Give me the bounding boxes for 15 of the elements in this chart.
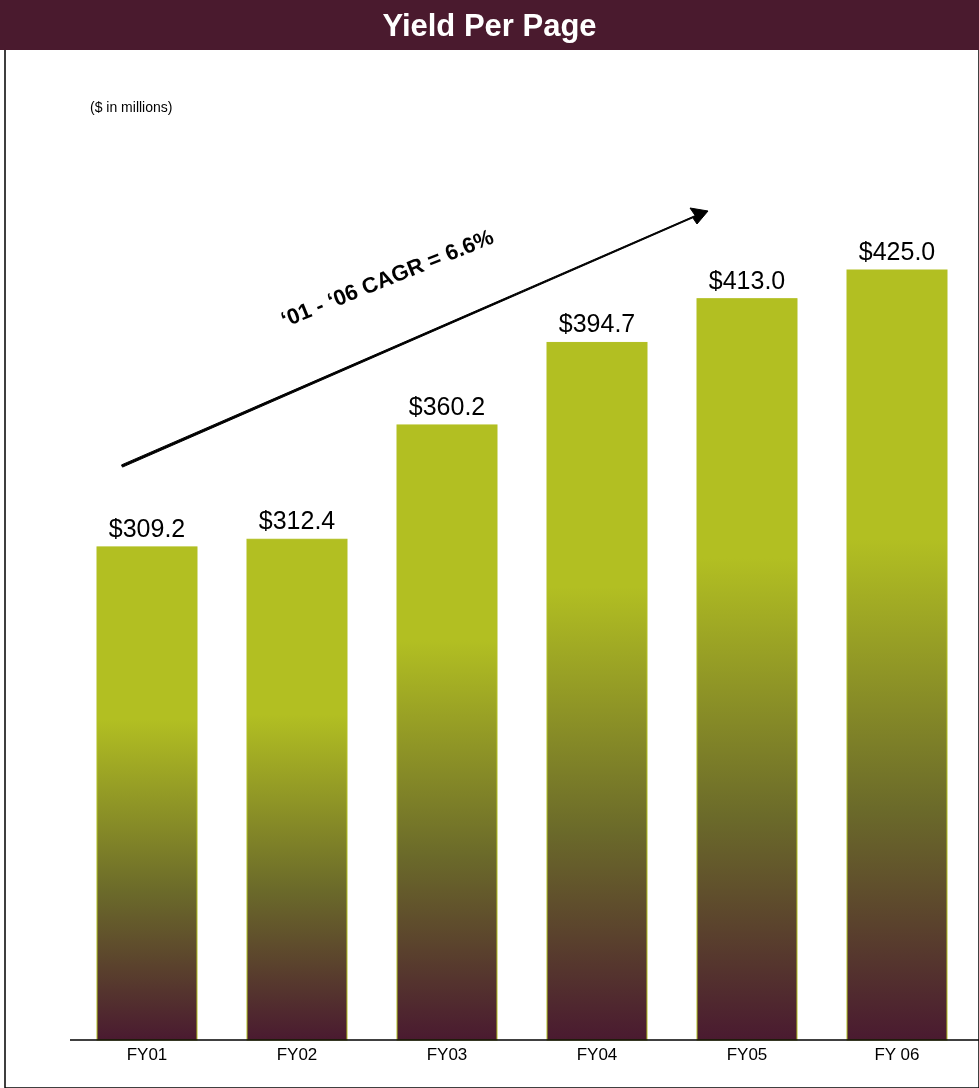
annotation: ‘01 - ‘06 CAGR = 6.6% (277, 223, 498, 333)
data-label: $312.4 (258, 506, 336, 535)
x-tick-label: FY02 (276, 1045, 318, 1064)
data-label: $413.0 (708, 265, 786, 294)
x-tick-label: FY04 (576, 1045, 618, 1064)
data-label: $309.2 (108, 513, 186, 542)
x-tick-label: FY01 (126, 1045, 168, 1064)
x-tick-label: FY 06 (874, 1045, 920, 1064)
data-label: $360.2 (408, 391, 486, 420)
chart-title: Yield Per Page (382, 8, 597, 43)
data-label: $394.7 (558, 309, 636, 338)
chart-subtitle: ($ in millions) (90, 99, 173, 115)
data-label: $425.0 (858, 237, 936, 265)
x-tick-label: FY05 (726, 1045, 768, 1064)
x-tick-label: FY03 (426, 1045, 468, 1064)
